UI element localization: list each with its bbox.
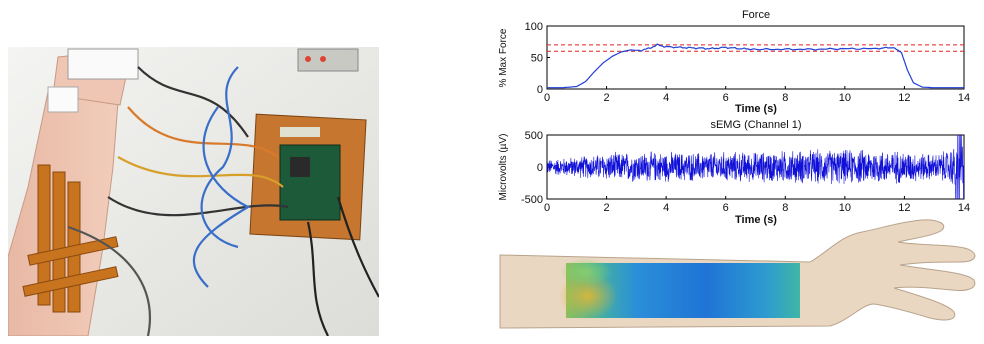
force-xtick-label: 0 — [544, 92, 550, 104]
emg-ytick-label: -500 — [521, 194, 543, 206]
force-chart: Force 0 50 100 0 2 4 6 8 10 12 14 Time (s) % Max … — [498, 9, 970, 115]
force-sensor — [67, 48, 139, 80]
experimental-setup-photo — [7, 47, 380, 337]
force-series-line — [547, 43, 964, 89]
emg-xtick-label: 14 — [958, 202, 970, 214]
emg-ylabel: Microvolts (µV) — [498, 134, 509, 201]
emg-xtick-label: 6 — [723, 202, 729, 214]
cables — [67, 66, 380, 337]
force-xtick-label: 4 — [663, 92, 669, 104]
emg-xtick-label: 8 — [782, 202, 788, 214]
force-xtick-label: 10 — [839, 92, 851, 104]
emg-series-line — [547, 135, 964, 199]
force-xtick-label: 12 — [898, 92, 910, 104]
results-figure: Force 0 50 100 0 2 4 6 8 10 12 14 Time (s) % Max … — [490, 0, 984, 339]
force-xtick-label: 2 — [604, 92, 610, 104]
force-xtick-label: 14 — [958, 92, 970, 104]
force-xtick-label: 8 — [782, 92, 788, 104]
emg-xtick-label: 4 — [663, 202, 669, 214]
emg-xtick-label: 12 — [898, 202, 910, 214]
emg-xtick-label: 10 — [839, 202, 851, 214]
force-xlabel: Time (s) — [735, 103, 777, 115]
emg-chart-title: sEMG (Channel 1) — [710, 119, 801, 131]
emg-ytick-label: 500 — [525, 130, 543, 142]
force-ytick-label: 0 — [537, 84, 543, 96]
force-plot-area — [546, 25, 965, 90]
forearm-illustration — [499, 219, 976, 329]
emg-xtick-label: 2 — [604, 202, 610, 214]
force-ytick-label: 100 — [525, 21, 543, 33]
force-ylabel: % Max Force — [498, 28, 509, 87]
emg-ytick-label: 0 — [537, 162, 543, 174]
electrode-strips — [22, 164, 119, 313]
emg-xlabel: Time (s) — [735, 214, 777, 226]
force-ytick-label: 50 — [531, 53, 543, 65]
emg-xtick-label: 0 — [544, 202, 550, 214]
force-chart-title: Force — [742, 9, 770, 21]
force-xtick-label: 6 — [723, 92, 729, 104]
